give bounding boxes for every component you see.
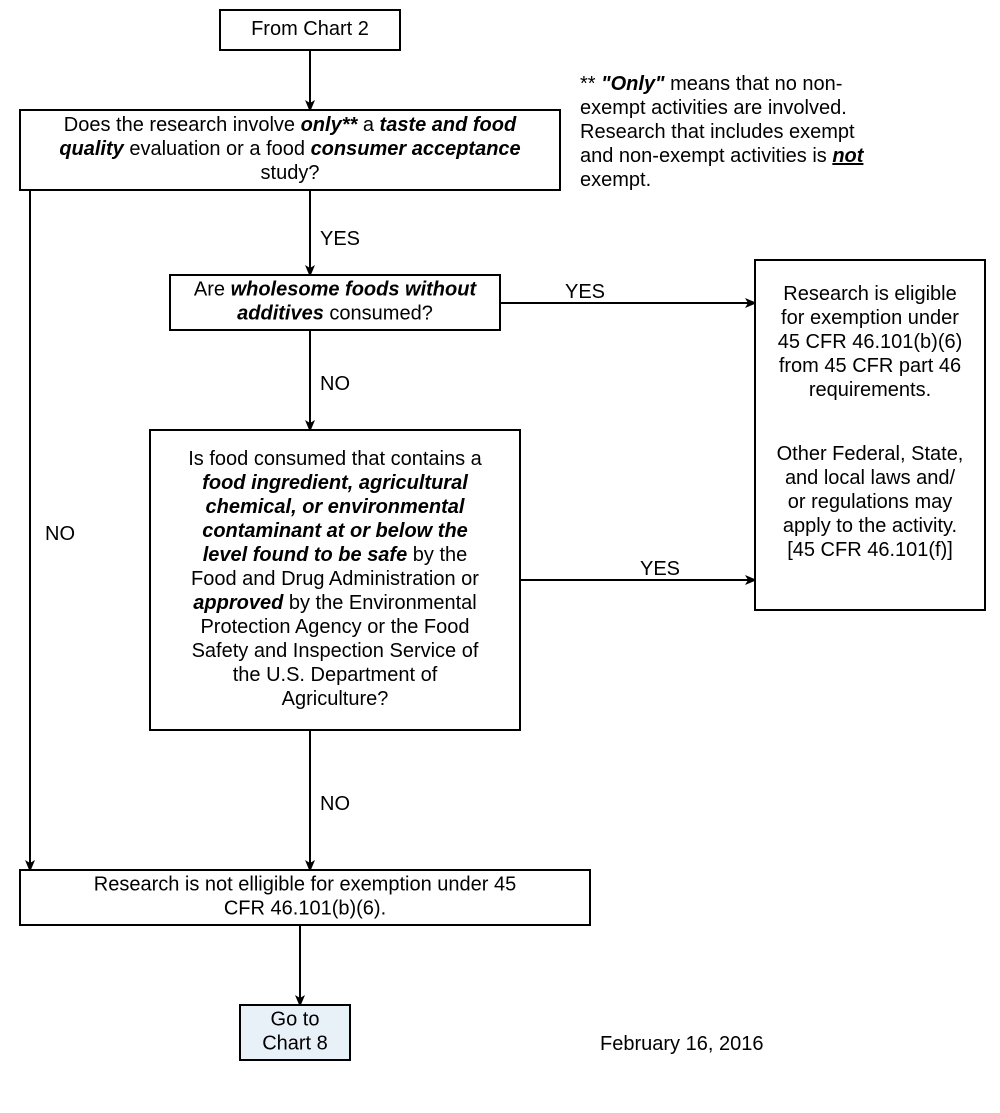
svg-text:Research that includes exempt: Research that includes exempt (580, 121, 855, 143)
svg-text:apply to the activity.: apply to the activity. (783, 515, 957, 537)
annotation-only_note: ** "Only" means that no non-exempt activ… (580, 73, 865, 191)
flow-node-start: From Chart 2 (220, 10, 400, 50)
svg-text:[45 CFR 46.101(f)]: [45 CFR 46.101(f)] (787, 539, 953, 561)
svg-text:the U.S. Department of: the U.S. Department of (233, 664, 438, 686)
flowchart-canvas: YES NO YES NO YES NO From Chart 2 Does the res… (0, 0, 1000, 1113)
flow-edge: NO (310, 330, 350, 430)
flow-edge: NO (310, 730, 350, 870)
flow-node-q1: Does the research involve only** a taste… (20, 110, 560, 190)
svg-text:Are wholesome foods without: Are wholesome foods without (194, 279, 478, 301)
flow-edge: YES (310, 190, 360, 275)
edge-label: NO (45, 523, 75, 545)
svg-text:45 CFR 46.101(b)(6): 45 CFR 46.101(b)(6) (778, 331, 963, 353)
flow-node-not_exempt: Research is not elligible for exemption … (20, 870, 590, 925)
flow-node-end: Go toChart 8 (240, 1005, 350, 1060)
flow-edge: YES (520, 558, 755, 580)
flow-node-q2: Are wholesome foods withoutadditives con… (170, 275, 500, 330)
svg-text:for exemption under: for exemption under (781, 307, 959, 329)
flow-node-exempt: Research is eligiblefor exemption under4… (755, 260, 985, 610)
svg-text:Other Federal, State,: Other Federal, State, (777, 443, 964, 465)
svg-text:approved by the Environmental: approved by the Environmental (193, 592, 476, 614)
edge-label: YES (565, 281, 605, 303)
svg-text:food ingredient, agricultural: food ingredient, agricultural (202, 472, 468, 494)
svg-text:** "Only" means that no non-: ** "Only" means that no non- (580, 73, 842, 95)
svg-text:Chart 8: Chart 8 (262, 1033, 328, 1055)
svg-text:requirements.: requirements. (809, 379, 931, 401)
svg-text:Protection Agency or the Food: Protection Agency or the Food (200, 616, 469, 638)
edge-label: YES (320, 228, 360, 250)
edge-label: NO (320, 793, 350, 815)
svg-text:from 45 CFR part 46: from 45 CFR part 46 (779, 355, 961, 377)
svg-text:exempt activities are involved: exempt activities are involved. (580, 97, 847, 119)
edge-label: YES (640, 558, 680, 580)
flow-edge: YES (500, 281, 755, 303)
svg-text:Go to: Go to (271, 1009, 320, 1031)
annotation-date: February 16, 2016 (600, 1033, 763, 1055)
svg-text:February 16, 2016: February 16, 2016 (600, 1033, 763, 1055)
flow-edge: NO (30, 190, 75, 870)
svg-text:Food and Drug Administration o: Food and Drug Administration or (191, 568, 479, 590)
svg-text:or regulations may: or regulations may (788, 491, 953, 513)
svg-text:Is food consumed that contains: Is food consumed that contains a (188, 448, 482, 470)
svg-text:Does the research involve only: Does the research involve only** a taste… (64, 114, 517, 136)
flow-node-q3: Is food consumed that contains afood ing… (150, 430, 520, 730)
svg-text:and local laws and/: and local laws and/ (785, 467, 956, 489)
svg-text:quality evaluation or a food c: quality evaluation or a food consumer ac… (59, 138, 520, 160)
svg-text:Agriculture?: Agriculture? (282, 688, 389, 710)
svg-text:Research is not elligible for: Research is not elligible for exemption … (94, 874, 516, 896)
svg-text:and non-exempt activities is n: and non-exempt activities is not (580, 145, 865, 167)
svg-text:chemical, or environmental: chemical, or environmental (206, 496, 465, 518)
svg-text:exempt.: exempt. (580, 169, 651, 191)
svg-text:CFR 46.101(b)(6).: CFR 46.101(b)(6). (224, 898, 386, 920)
svg-text:contaminant at or below the: contaminant at or below the (202, 520, 468, 542)
svg-text:From Chart 2: From Chart 2 (251, 18, 369, 40)
svg-text:additives consumed?: additives consumed? (237, 303, 433, 325)
svg-text:study?: study? (261, 162, 320, 184)
svg-text:Safety and Inspection Service: Safety and Inspection Service of (192, 640, 479, 662)
svg-text:level found to be safe by the: level found to be safe by the (203, 544, 468, 566)
edge-label: NO (320, 373, 350, 395)
svg-text:Research is eligible: Research is eligible (783, 283, 956, 305)
